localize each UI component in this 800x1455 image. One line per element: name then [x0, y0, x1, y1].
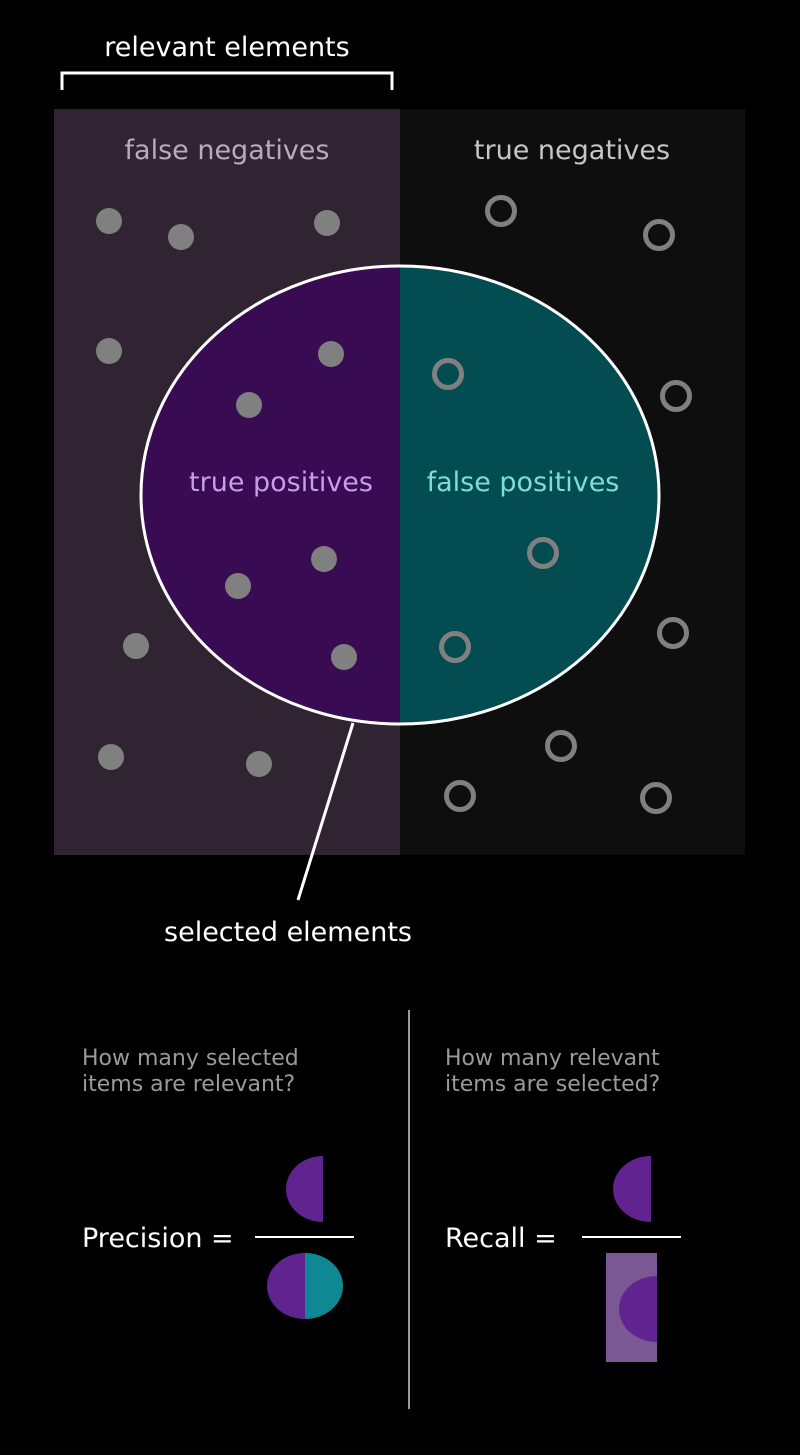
- relevant-bracket: [60, 71, 394, 90]
- false-positives-label: false positives: [427, 467, 620, 498]
- ring: [643, 219, 675, 251]
- dot: [318, 341, 344, 367]
- false-positive-rings: [432, 358, 559, 663]
- ring: [527, 537, 559, 569]
- recall-question-line1: How many relevant: [445, 1046, 660, 1071]
- precision-formula-label: Precision =: [82, 1223, 234, 1254]
- ring: [660, 380, 692, 412]
- selected-elements-label: selected elements: [164, 917, 412, 948]
- true-negative-rings: [444, 195, 692, 814]
- precision-numerator-icon: [286, 1156, 323, 1222]
- false-negatives-label: false negatives: [125, 135, 330, 166]
- true-positives-half: [141, 266, 400, 724]
- dot: [123, 633, 149, 659]
- recall-question: How many relevant items are selected?: [445, 1046, 667, 1097]
- dot: [311, 546, 337, 572]
- recall-question-line2: items are selected?: [445, 1072, 660, 1097]
- dot: [331, 644, 357, 670]
- ring: [444, 780, 476, 812]
- dot: [98, 744, 124, 770]
- precision-denominator-right-icon: [305, 1253, 343, 1319]
- precision-denominator-left-icon: [267, 1253, 305, 1319]
- ring: [657, 617, 689, 649]
- selected-elements-ellipse: [139, 264, 661, 726]
- ring: [439, 631, 471, 663]
- ring: [432, 358, 464, 390]
- precision-question-line2: items are relevant?: [82, 1072, 295, 1097]
- true-negatives-label: true negatives: [474, 135, 670, 166]
- recall-numerator-icon: [613, 1156, 651, 1222]
- precision-question-line1: How many selected: [82, 1046, 299, 1071]
- ring: [545, 730, 577, 762]
- true-positive-dots: [225, 341, 357, 670]
- dot: [168, 224, 194, 250]
- recall-denominator-half-icon: [619, 1276, 657, 1342]
- relevant-elements-label: relevant elements: [104, 32, 349, 63]
- ring: [485, 195, 517, 227]
- false-positives-half: [400, 266, 659, 724]
- dot: [225, 573, 251, 599]
- dot: [314, 210, 340, 236]
- precision-question: How many selected items are relevant?: [82, 1046, 306, 1097]
- true-positives-label: true positives: [189, 467, 373, 498]
- dot: [96, 208, 122, 234]
- dot: [236, 392, 262, 418]
- recall-formula-label: Recall =: [445, 1223, 557, 1254]
- false-negative-dots: [96, 208, 340, 777]
- dot: [246, 751, 272, 777]
- ring: [640, 782, 672, 814]
- dot: [96, 338, 122, 364]
- selected-pointer-line: [296, 722, 355, 901]
